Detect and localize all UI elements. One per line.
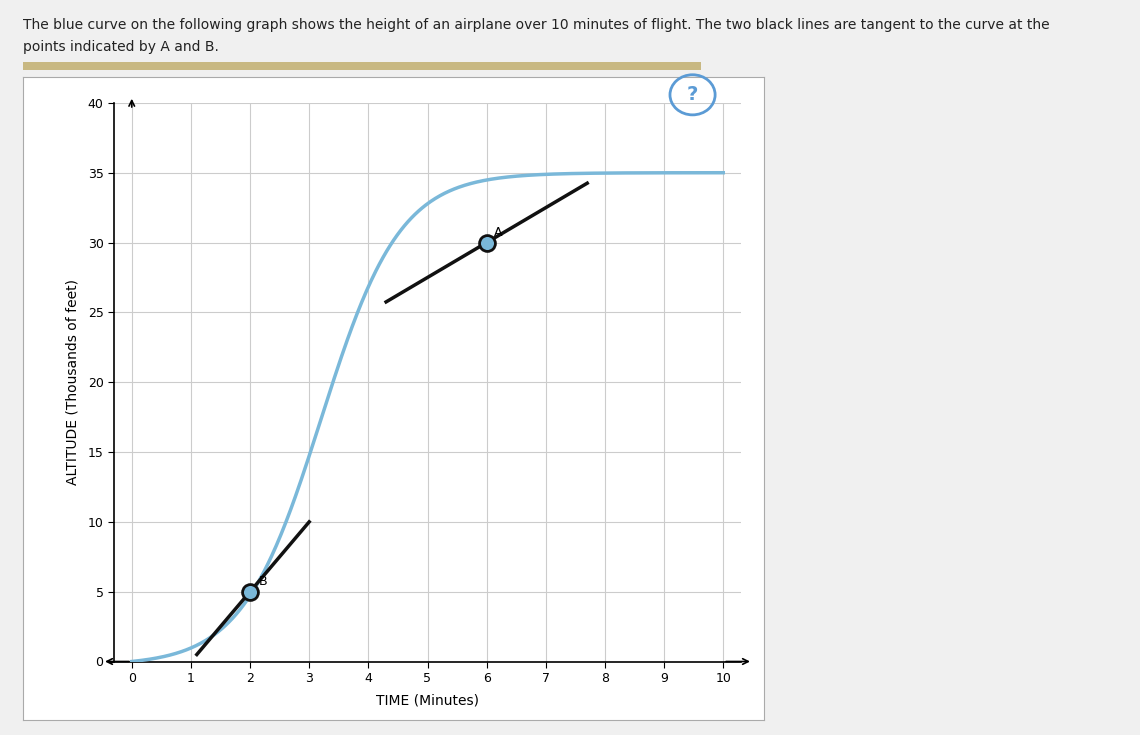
X-axis label: TIME (Minutes): TIME (Minutes) (376, 693, 479, 707)
Text: A: A (494, 226, 503, 239)
Text: The blue curve on the following graph shows the height of an airplane over 10 mi: The blue curve on the following graph sh… (23, 18, 1050, 32)
Text: ?: ? (687, 85, 698, 104)
Point (478, 237, 496, 248)
Y-axis label: ALTITUDE (Thousands of feet): ALTITUDE (Thousands of feet) (65, 279, 80, 485)
Text: points indicated by A and B.: points indicated by A and B. (23, 40, 219, 54)
Text: B: B (259, 575, 268, 588)
Point (241, 586, 259, 598)
